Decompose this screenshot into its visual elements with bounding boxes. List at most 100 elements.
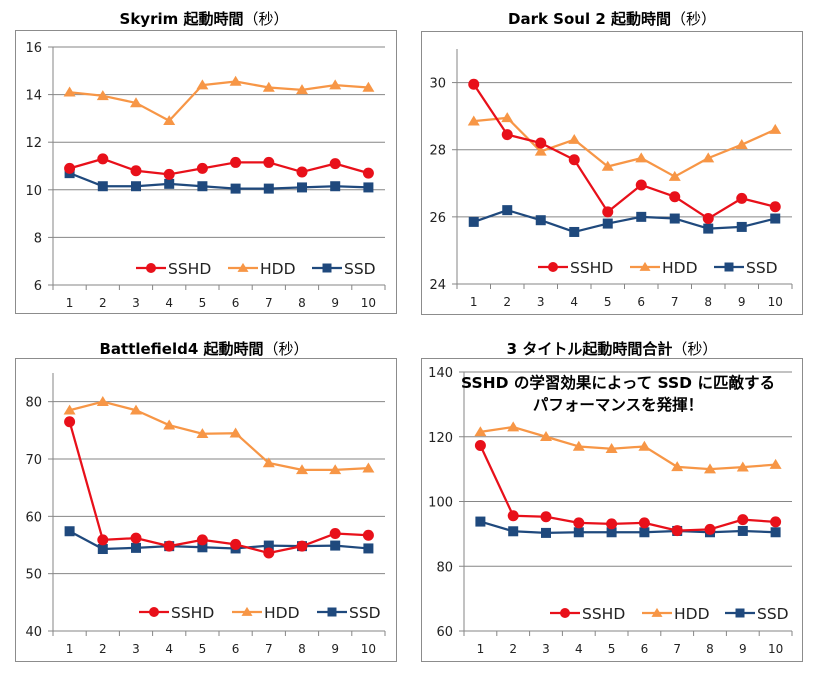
- data-point-hdd: [130, 404, 142, 415]
- data-point-ssd: [770, 213, 781, 224]
- chart-panel-total: 3 タイトル起動時間合計（秒） 60 80 100 120 140 1 2 3 4 5 6 7 8 9 10…: [408, 330, 816, 674]
- y-tick-label: 60: [25, 510, 42, 525]
- x-tick-label: 10: [361, 642, 376, 656]
- data-point-ssd: [164, 178, 175, 189]
- x-tick-label: 7: [673, 642, 681, 656]
- data-point-ssd: [703, 223, 714, 234]
- data-point-hdd: [702, 152, 715, 163]
- data-point-sshd: [97, 534, 109, 546]
- data-point-hdd: [769, 123, 782, 134]
- data-point-ssd: [736, 221, 747, 232]
- chart-plot-darksoul2: 24 26 28 30 1 2 3 4 5 6 7 8 9 10 SSHD HDD SSD: [429, 49, 793, 309]
- chart-title-text: Dark Soul 2 起動時間: [508, 10, 671, 28]
- data-point-ssd: [602, 218, 613, 229]
- x-tick-label: 3: [537, 295, 545, 309]
- data-point-hdd: [735, 138, 748, 149]
- y-tick-label: 6: [34, 279, 42, 294]
- x-tick-label: 8: [298, 296, 306, 310]
- data-point-ssd: [535, 215, 546, 226]
- data-point-ssd: [737, 525, 748, 536]
- legend-marker-hdd: [651, 607, 663, 617]
- legend-marker-ssd: [735, 608, 745, 618]
- data-point-hdd: [196, 79, 209, 90]
- data-point-sshd: [130, 165, 142, 177]
- x-tick-label: 8: [298, 642, 306, 656]
- data-point-sshd: [540, 511, 552, 523]
- x-tick-label: 7: [265, 642, 273, 656]
- data-point-sshd: [196, 162, 208, 174]
- data-point-hdd: [296, 464, 308, 475]
- data-point-hdd: [229, 75, 242, 86]
- chart-title-unit: （秒）: [672, 340, 718, 358]
- legend-marker-sshd: [548, 262, 558, 272]
- data-point-sshd: [602, 206, 614, 218]
- data-point-sshd: [638, 517, 650, 529]
- data-point-hdd: [196, 428, 209, 439]
- data-point-hdd: [507, 421, 520, 432]
- data-point-sshd: [635, 179, 647, 191]
- data-point-hdd: [568, 133, 581, 144]
- x-tick-label: 5: [604, 295, 612, 309]
- data-point-ssd: [363, 182, 374, 193]
- data-point-sshd: [329, 528, 341, 540]
- x-tick-label: 4: [575, 642, 583, 656]
- data-point-sshd: [263, 547, 275, 559]
- data-point-ssd: [508, 526, 519, 537]
- legend-label-hdd: HDD: [264, 604, 300, 622]
- series-line-ssd: [473, 209, 776, 234]
- x-tick-label: 7: [671, 295, 679, 309]
- data-point-hdd: [130, 97, 142, 108]
- x-tick-label: 9: [738, 295, 746, 309]
- series-line-sshd: [479, 445, 776, 532]
- data-point-hdd: [736, 461, 749, 472]
- series-line-ssd: [480, 520, 776, 535]
- chart-title: Battlefield4 起動時間（秒）: [0, 338, 408, 359]
- x-tick-label: 4: [165, 296, 173, 310]
- data-point-sshd: [296, 540, 308, 552]
- data-point-hdd: [329, 464, 342, 475]
- legend-label-sshd: SSHD: [582, 605, 625, 623]
- x-tick-label: 6: [641, 642, 649, 656]
- y-tick-label: 40: [25, 625, 42, 640]
- legend-label-ssd: SSD: [746, 259, 778, 277]
- data-point-ssd: [97, 544, 108, 555]
- x-tick-label: 6: [232, 642, 240, 656]
- legend-marker-ssd: [327, 607, 337, 617]
- x-tick-label: 10: [768, 295, 783, 309]
- data-point-sshd: [263, 156, 275, 168]
- y-tick-label: 30: [429, 77, 446, 92]
- data-point-sshd: [163, 540, 175, 552]
- data-point-sshd: [230, 538, 242, 550]
- data-point-hdd: [229, 427, 242, 438]
- chart-title-unit: （秒）: [263, 340, 309, 358]
- data-point-sshd: [669, 191, 681, 203]
- legend-label-ssd: SSD: [344, 260, 376, 278]
- data-point-hdd: [474, 426, 487, 437]
- data-point-sshd: [507, 510, 519, 522]
- x-tick-label: 5: [199, 296, 207, 310]
- legend-marker-ssd: [724, 262, 734, 272]
- x-tick-label: 9: [331, 296, 339, 310]
- y-tick-label: 16: [25, 41, 42, 56]
- data-point-ssd: [197, 542, 208, 553]
- data-point-sshd: [196, 534, 208, 546]
- data-point-ssd: [569, 226, 580, 237]
- data-point-hdd: [638, 440, 651, 451]
- y-tick-label: 80: [25, 396, 42, 411]
- x-tick-label: 5: [608, 642, 616, 656]
- chart-title-unit: （秒）: [670, 10, 716, 28]
- data-point-sshd: [770, 516, 782, 528]
- data-point-ssd: [573, 527, 584, 538]
- data-point-ssd: [606, 527, 617, 538]
- chart-panel-darksoul2: Dark Soul 2 起動時間（秒） 24 26 28 30 1 2 3 4 5 6 7 8 9 10 S…: [408, 0, 816, 330]
- data-point-sshd: [568, 154, 580, 166]
- x-tick-label: 6: [232, 296, 240, 310]
- chart-title: Skyrim 起動時間（秒）: [0, 8, 408, 29]
- data-point-sshd: [736, 192, 748, 204]
- data-point-hdd: [262, 457, 275, 468]
- x-tick-label: 8: [704, 295, 712, 309]
- y-tick-label: 12: [25, 136, 42, 151]
- x-tick-label: 4: [570, 295, 578, 309]
- x-tick-label: 2: [99, 296, 107, 310]
- data-point-ssd: [468, 216, 479, 227]
